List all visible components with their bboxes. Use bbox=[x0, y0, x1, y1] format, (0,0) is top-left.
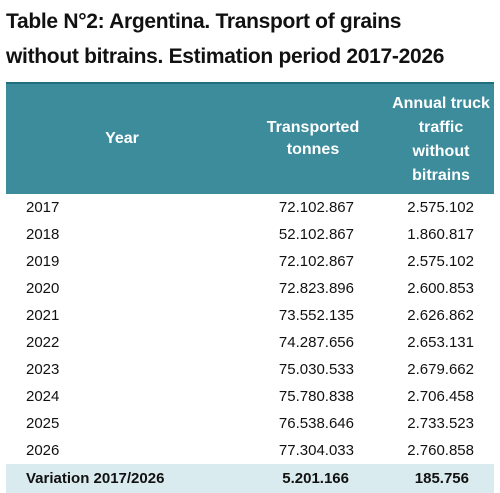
cell-year: 2024 bbox=[26, 388, 60, 405]
title-line-2: without bitrains. Estimation period 2017… bbox=[6, 45, 445, 68]
header-traffic-line-3: without bbox=[412, 143, 470, 160]
cell-tonnes: 77.304.033 bbox=[278, 442, 354, 459]
table-row: 2018 52.102.867 1.860.817 bbox=[6, 221, 494, 248]
header-traffic-line-1: Annual truck bbox=[392, 95, 490, 112]
header-tonnes-line-2: tonnes bbox=[286, 141, 340, 158]
footer-traffic: 185.756 bbox=[414, 470, 469, 487]
table-row: 2024 75.780.838 2.706.458 bbox=[6, 383, 494, 410]
cell-tonnes: 74.287.656 bbox=[278, 334, 354, 351]
cell-tonnes: 72.102.867 bbox=[278, 253, 354, 270]
cell-tonnes: 75.780.838 bbox=[278, 388, 354, 405]
cell-traffic: 1.860.817 bbox=[407, 226, 474, 243]
header-tonnes-line-1: Transported bbox=[266, 119, 360, 136]
cell-traffic: 2.600.853 bbox=[407, 280, 474, 297]
cell-year: 2020 bbox=[26, 280, 60, 297]
cell-tonnes: 52.102.867 bbox=[278, 226, 354, 243]
cell-traffic: 2.679.662 bbox=[407, 361, 474, 378]
table-row: 2021 73.552.135 2.626.862 bbox=[6, 302, 494, 329]
table-row: 2017 72.102.867 2.575.102 bbox=[6, 194, 494, 221]
cell-year: 2023 bbox=[26, 361, 60, 378]
table-title: Table N°2: Argentina. Transport of grain… bbox=[6, 4, 494, 74]
table-row: 2025 76.538.646 2.733.523 bbox=[6, 410, 494, 437]
cell-year: 2017 bbox=[26, 199, 60, 216]
table-row: 2019 72.102.867 2.575.102 bbox=[6, 248, 494, 275]
cell-traffic: 2.653.131 bbox=[407, 334, 474, 351]
cell-year: 2018 bbox=[26, 226, 60, 243]
cell-tonnes: 76.538.646 bbox=[278, 415, 354, 432]
cell-traffic: 2.733.523 bbox=[407, 415, 474, 432]
table-row: 2023 75.030.533 2.679.662 bbox=[6, 356, 494, 383]
header-year: Year bbox=[105, 130, 139, 147]
header-transported-tonnes: Transported tonnes bbox=[238, 84, 388, 194]
table-row: 2026 77.304.033 2.760.858 bbox=[6, 437, 494, 464]
cell-traffic: 2.760.858 bbox=[407, 442, 474, 459]
cell-traffic: 2.575.102 bbox=[407, 199, 474, 216]
cell-year: 2022 bbox=[26, 334, 60, 351]
cell-tonnes: 72.102.867 bbox=[278, 199, 354, 216]
cell-traffic: 2.626.862 bbox=[407, 307, 474, 324]
cell-tonnes: 75.030.533 bbox=[278, 361, 354, 378]
cell-traffic: 2.575.102 bbox=[407, 253, 474, 270]
table-body: 2017 72.102.867 2.575.102 2018 52.102.86… bbox=[6, 194, 494, 464]
table-row: 2022 74.287.656 2.653.131 bbox=[6, 329, 494, 356]
header-annual-truck-traffic: Annual truck traffic without bitrains bbox=[388, 86, 494, 194]
footer-tonnes: 5.201.166 bbox=[282, 470, 349, 487]
cell-year: 2019 bbox=[26, 253, 60, 270]
title-line-1: Table N°2: Argentina. Transport of grain… bbox=[6, 10, 402, 33]
cell-year: 2025 bbox=[26, 415, 60, 432]
header-traffic-line-2: traffic bbox=[418, 119, 464, 136]
table-footer-row: Variation 2017/2026 5.201.166 185.756 bbox=[6, 464, 494, 493]
grain-transport-table: Year Transported tonnes Annual truck tra… bbox=[6, 82, 494, 493]
cell-year: 2021 bbox=[26, 307, 60, 324]
header-traffic-line-4: bitrains bbox=[412, 167, 470, 184]
cell-tonnes: 72.823.896 bbox=[278, 280, 354, 297]
table-row: 2020 72.823.896 2.600.853 bbox=[6, 275, 494, 302]
cell-traffic: 2.706.458 bbox=[407, 388, 474, 405]
table-header-row: Year Transported tonnes Annual truck tra… bbox=[6, 84, 494, 194]
cell-tonnes: 73.552.135 bbox=[278, 307, 354, 324]
cell-year: 2026 bbox=[26, 442, 60, 459]
footer-label: Variation 2017/2026 bbox=[26, 470, 165, 487]
